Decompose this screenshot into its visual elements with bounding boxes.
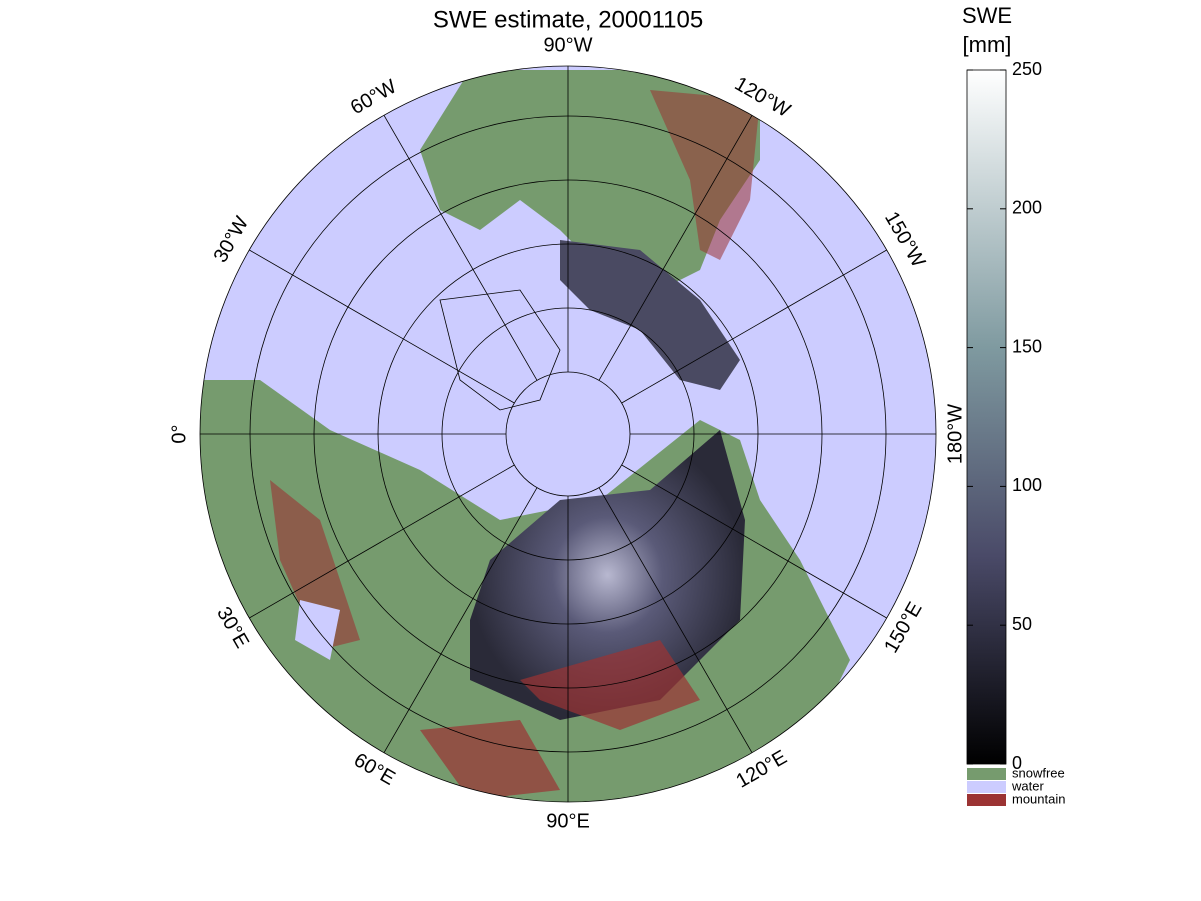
meridian bbox=[383, 115, 538, 381]
meridian bbox=[598, 487, 753, 753]
meridian bbox=[249, 464, 515, 619]
meridian bbox=[621, 249, 887, 404]
coastline bbox=[439, 289, 561, 411]
meridian-label: 180°W bbox=[944, 404, 966, 464]
legend-swatch bbox=[967, 768, 1006, 780]
legend-label: mountain bbox=[1012, 791, 1065, 806]
mountain bbox=[650, 90, 760, 260]
meridian bbox=[621, 464, 887, 619]
colorbar bbox=[966, 69, 1007, 765]
colorbar-tick-label: 50 bbox=[1012, 614, 1032, 634]
colorbar-tick-label: 250 bbox=[1012, 59, 1042, 79]
mountain bbox=[270, 480, 360, 650]
colorbar-tick-label: 150 bbox=[1012, 336, 1042, 356]
meridian-label: 90°W bbox=[543, 34, 592, 56]
legend-label: water bbox=[1011, 778, 1044, 793]
mountain bbox=[520, 640, 700, 730]
legend-label: snowfree bbox=[1012, 765, 1065, 780]
colorbar-tick-label: 200 bbox=[1012, 198, 1042, 218]
meridian-label: 90°E bbox=[546, 810, 590, 832]
meridian bbox=[249, 249, 515, 404]
meridian-label: 0° bbox=[168, 424, 190, 443]
snow-cover bbox=[560, 240, 740, 390]
meridian bbox=[598, 115, 753, 381]
graticule bbox=[199, 65, 937, 803]
colorbar-title: SWE bbox=[962, 3, 1012, 28]
legend-swatch bbox=[967, 794, 1006, 806]
legend-swatch bbox=[967, 781, 1006, 793]
colorbar-tick-label: 100 bbox=[1012, 475, 1042, 495]
meridian bbox=[383, 487, 538, 753]
mountain bbox=[420, 720, 560, 800]
map-title: SWE estimate, 20001105 bbox=[433, 6, 703, 33]
colorbar-tick-label: 0 bbox=[1012, 753, 1022, 773]
colorbar-title: [mm] bbox=[963, 32, 1012, 57]
snow-cover bbox=[470, 430, 745, 720]
